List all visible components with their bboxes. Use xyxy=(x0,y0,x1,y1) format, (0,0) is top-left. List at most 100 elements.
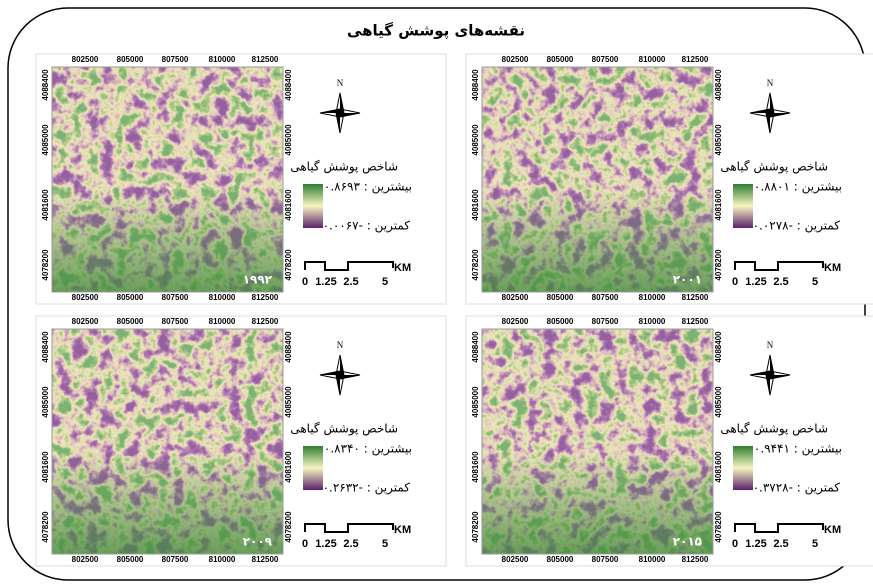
north-arrow-fill xyxy=(320,93,360,133)
x-tick-top: 812500 xyxy=(682,317,709,326)
x-tick-bottom: 810000 xyxy=(639,293,666,302)
y-tick-left: 4081600 xyxy=(471,189,480,221)
x-tick-top: 802500 xyxy=(72,317,99,326)
y-tick-right: 4081600 xyxy=(284,451,293,483)
scale-label: 2.5 xyxy=(773,276,788,288)
x-tick-top: 810000 xyxy=(209,317,236,326)
scale-unit: KM xyxy=(824,262,841,274)
x-tick-top: 802500 xyxy=(502,317,529,326)
x-tick-bottom: 805000 xyxy=(117,293,144,302)
legend-title: شاخص پوشش گیاهی xyxy=(720,422,828,437)
y-tick-right: 4085000 xyxy=(284,124,293,156)
map-relief xyxy=(482,329,713,554)
map-relief xyxy=(52,67,283,292)
map-border xyxy=(51,66,284,293)
y-tick-left: 4088400 xyxy=(41,331,50,363)
legend-max: بیشترین : ۰.۸۶۹۳ xyxy=(324,180,412,195)
year-label: ۲۰۰۹ xyxy=(243,535,273,549)
x-tick-bottom: 807500 xyxy=(592,293,619,302)
x-tick-top: 805000 xyxy=(547,317,574,326)
x-tick-top: 812500 xyxy=(252,55,279,64)
scale-label: 5 xyxy=(382,538,388,550)
y-tick-right: 4078200 xyxy=(284,249,293,281)
legend-title: شاخص پوشش گیاهی xyxy=(290,160,398,175)
scale-bar xyxy=(734,261,824,271)
scale-label: 0 xyxy=(732,276,738,288)
x-tick-top: 810000 xyxy=(639,55,666,64)
map-border xyxy=(481,328,714,555)
y-tick-left: 4078200 xyxy=(41,249,50,281)
scale-bar xyxy=(734,523,824,533)
legend-max: بیشترین : ۰.۸۳۴۰ xyxy=(324,442,412,457)
x-tick-bottom: 810000 xyxy=(209,555,236,564)
north-label: N xyxy=(337,340,344,350)
legend-title: شاخص پوشش گیاهی xyxy=(720,160,828,175)
scale-label: 2.5 xyxy=(343,276,358,288)
y-tick-right: 4088400 xyxy=(284,69,293,101)
scale-label: 1.25 xyxy=(745,276,766,288)
north-label: N xyxy=(337,78,344,88)
x-tick-top: 805000 xyxy=(117,317,144,326)
legend-max: بیشترین : ۰.۸۸۰۱ xyxy=(754,180,842,195)
map-relief xyxy=(52,329,283,554)
year-label: ۱۹۹۲ xyxy=(243,273,273,287)
x-tick-top: 807500 xyxy=(162,317,189,326)
x-tick-bottom: 805000 xyxy=(547,293,574,302)
x-tick-top: 807500 xyxy=(592,317,619,326)
x-tick-bottom: 807500 xyxy=(162,293,189,302)
map-border xyxy=(51,328,284,555)
x-tick-top: 807500 xyxy=(162,55,189,64)
year-label: ۲۰۱۵ xyxy=(673,535,702,549)
legend-min: کمترین : -۰.۰۲۷۸ xyxy=(753,219,841,234)
y-tick-left: 4088400 xyxy=(471,69,480,101)
y-tick-left: 4085000 xyxy=(471,386,480,418)
legend-ramp xyxy=(303,184,323,228)
x-tick-top: 802500 xyxy=(502,55,529,64)
x-tick-top: 805000 xyxy=(547,55,574,64)
legend-ramp xyxy=(303,446,323,490)
north-label: N xyxy=(767,78,774,88)
title: نقشه‌های پوشش گیاهی xyxy=(347,22,525,41)
north-arrow-fill xyxy=(320,355,360,395)
north-arrow-fill xyxy=(750,355,790,395)
y-tick-left: 4085000 xyxy=(41,124,50,156)
legend-title: شاخص پوشش گیاهی xyxy=(290,422,398,437)
scale-bar xyxy=(304,261,394,271)
y-tick-right: 4081600 xyxy=(714,451,723,483)
x-tick-top: 805000 xyxy=(117,55,144,64)
y-tick-right: 4088400 xyxy=(714,69,723,101)
map-border xyxy=(481,66,714,293)
year-label: ۲۰۰۱ xyxy=(673,273,702,287)
scale-label: 1.25 xyxy=(315,538,336,550)
y-tick-left: 4088400 xyxy=(41,69,50,101)
y-tick-left: 4081600 xyxy=(471,451,480,483)
y-tick-left: 4085000 xyxy=(471,124,480,156)
y-tick-right: 4078200 xyxy=(714,511,723,543)
x-tick-bottom: 812500 xyxy=(682,555,709,564)
x-tick-bottom: 802500 xyxy=(502,293,529,302)
scale-label: 0 xyxy=(732,538,738,550)
x-tick-bottom: 810000 xyxy=(639,555,666,564)
y-tick-right: 4078200 xyxy=(284,511,293,543)
y-tick-left: 4078200 xyxy=(471,249,480,281)
y-tick-right: 4081600 xyxy=(714,189,723,221)
x-tick-bottom: 810000 xyxy=(209,293,236,302)
scale-unit: KM xyxy=(824,524,841,536)
x-tick-bottom: 812500 xyxy=(252,555,279,564)
legend-max: بیشترین : ۰.۹۴۴۱ xyxy=(754,442,842,457)
x-tick-top: 802500 xyxy=(72,55,99,64)
legend-min: کمترین : -۰.۳۷۲۸ xyxy=(753,481,841,496)
scale-label: 2.5 xyxy=(773,538,788,550)
north-label: N xyxy=(767,340,774,350)
x-tick-bottom: 805000 xyxy=(547,555,574,564)
scale-label: 1.25 xyxy=(315,276,336,288)
x-tick-top: 807500 xyxy=(592,55,619,64)
scale-label: 0 xyxy=(302,538,308,550)
x-tick-top: 810000 xyxy=(639,317,666,326)
x-tick-top: 810000 xyxy=(209,55,236,64)
legend-ramp xyxy=(733,184,753,228)
x-tick-bottom: 807500 xyxy=(162,555,189,564)
y-tick-left: 4078200 xyxy=(41,511,50,543)
x-tick-bottom: 812500 xyxy=(682,293,709,302)
